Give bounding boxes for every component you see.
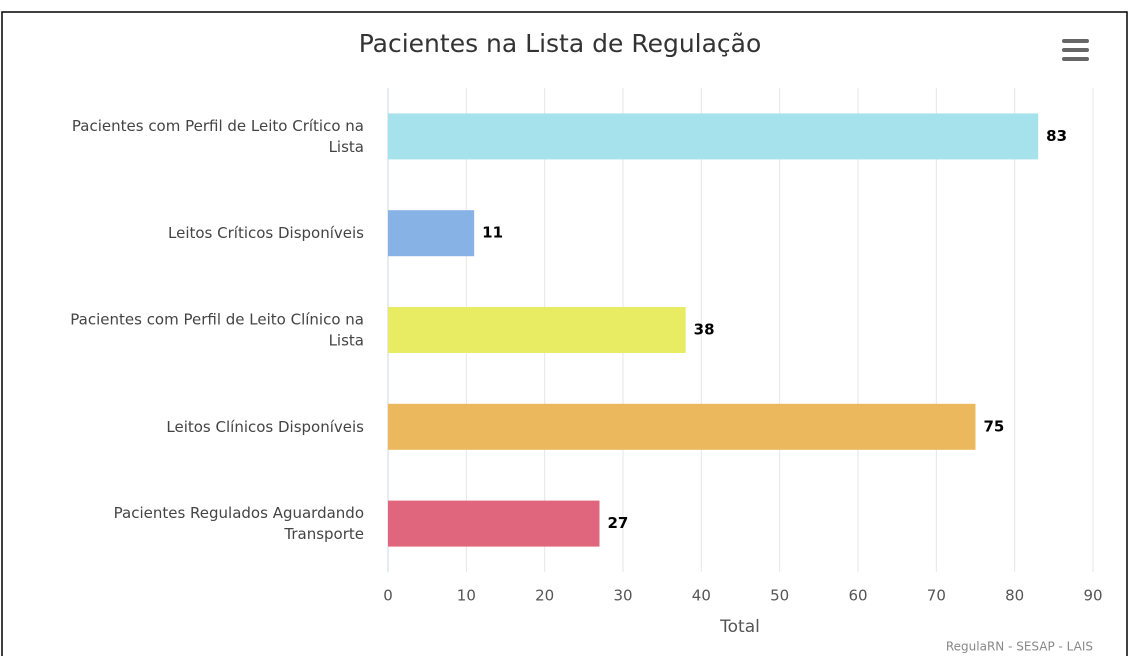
y-tick-label: Pacientes com Perfil de Leito Crítico na… (72, 116, 364, 155)
y-tick-label: Leitos Clínicos Disponíveis (166, 417, 364, 435)
y-tick-label: Leitos Críticos Disponíveis (168, 224, 364, 242)
menu-bar (1062, 57, 1089, 61)
x-tick-label: 60 (848, 587, 867, 605)
data-label: 27 (608, 514, 629, 532)
bar (388, 113, 1039, 160)
data-label: 75 (984, 417, 1005, 435)
bar (388, 210, 475, 257)
y-tick-label: Pacientes Regulados Aguardando Transporte (114, 504, 364, 543)
menu-button[interactable] (1062, 39, 1089, 61)
x-tick-label: 30 (613, 587, 632, 605)
x-tick-label: 20 (535, 587, 554, 605)
y-tick-label: Pacientes com Perfil de Leito Clínico na… (70, 310, 364, 349)
menu-bar (1062, 48, 1089, 52)
x-axis-label: Total (719, 617, 760, 637)
x-tick-label: 10 (457, 587, 476, 605)
x-tick-label: 40 (692, 587, 711, 605)
data-label: 11 (482, 224, 503, 242)
bar (388, 500, 600, 547)
menu-bar (1062, 39, 1089, 43)
data-label: 38 (694, 321, 715, 339)
bar (388, 403, 976, 450)
data-label: 83 (1046, 127, 1067, 145)
chart-title: Pacientes na Lista de Regulação (359, 29, 762, 58)
x-tick-label: 70 (927, 587, 946, 605)
x-tick-label: 0 (383, 587, 393, 605)
credits: RegulaRN - SESAP - LAIS (946, 640, 1093, 654)
x-tick-label: 50 (770, 587, 789, 605)
x-tick-label: 80 (1005, 587, 1024, 605)
bar (388, 307, 686, 353)
x-tick-label: 90 (1083, 587, 1102, 605)
